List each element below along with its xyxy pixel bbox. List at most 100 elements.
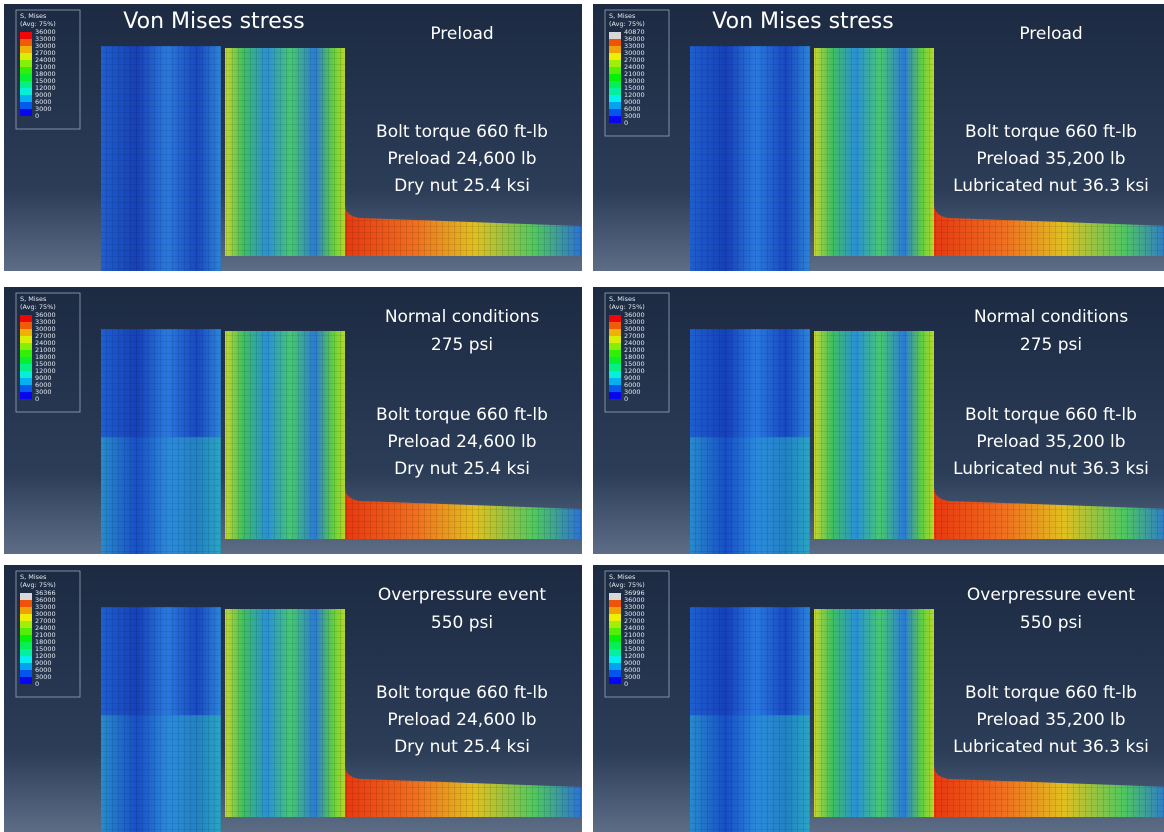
note: Bolt torque 660 ft-lb	[376, 122, 548, 142]
legend-swatch	[20, 95, 32, 102]
legend-swatch	[609, 32, 621, 39]
legend-swatch	[20, 81, 32, 88]
legend-swatch	[20, 343, 32, 350]
note: Dry nut 25.4 ksi	[394, 459, 530, 479]
flange-mesh	[814, 331, 934, 539]
legend-swatch	[609, 364, 621, 371]
bolt-mesh	[101, 607, 221, 832]
note: Dry nut 25.4 ksi	[394, 176, 530, 196]
legend-value: 0	[624, 395, 628, 403]
legend-swatch	[609, 95, 621, 102]
legend-sublabel: (Avg: 75%)	[609, 303, 645, 311]
legend-swatch	[609, 343, 621, 350]
legend-swatch	[609, 378, 621, 385]
legend-swatch	[20, 32, 32, 39]
result-panel: S, Mises(Avg: 75%)3600033000300002700024…	[593, 287, 1164, 554]
legend-swatch	[609, 607, 621, 614]
bolt-mesh	[690, 46, 810, 271]
legend-swatch	[20, 102, 32, 109]
heading: Overpressure event	[967, 585, 1135, 605]
legend-swatch	[609, 116, 621, 123]
legend-swatch	[20, 88, 32, 95]
legend-swatch	[609, 677, 621, 684]
note: Lubricated nut 36.3 ksi	[953, 459, 1149, 479]
note: Preload 24,600 lb	[387, 149, 536, 169]
legend-swatch	[609, 322, 621, 329]
note: Preload 24,600 lb	[387, 710, 536, 730]
legend-swatch	[609, 60, 621, 67]
legend-swatch	[609, 88, 621, 95]
flange-mesh	[814, 48, 934, 256]
legend-swatch	[20, 656, 32, 663]
title: Von Mises stress	[123, 9, 304, 34]
heading: 550 psi	[1020, 613, 1082, 633]
legend-value: 0	[35, 112, 39, 120]
legend-swatch	[20, 378, 32, 385]
legend-swatch	[609, 336, 621, 343]
flange-mesh	[225, 609, 345, 817]
flange-mesh	[814, 609, 934, 817]
legend-swatch	[609, 621, 621, 628]
legend-swatch	[20, 677, 32, 684]
legend-sublabel: (Avg: 75%)	[20, 20, 56, 28]
legend-swatch	[20, 364, 32, 371]
legend-swatch	[609, 53, 621, 60]
heading: Normal conditions	[974, 307, 1129, 327]
legend-swatch	[20, 621, 32, 628]
legend-swatch	[609, 81, 621, 88]
legend-swatch	[609, 74, 621, 81]
legend-sublabel: (Avg: 75%)	[20, 303, 56, 311]
legend-swatch	[609, 39, 621, 46]
heading: Overpressure event	[378, 585, 546, 605]
legend-swatch	[609, 649, 621, 656]
legend-swatch	[609, 614, 621, 621]
flange-mesh	[225, 48, 345, 256]
legend-swatch	[609, 385, 621, 392]
legend-swatch	[20, 109, 32, 116]
legend-swatch	[609, 102, 621, 109]
heading: Normal conditions	[385, 307, 540, 327]
result-panel: S, Mises(Avg: 75%)3636636000330003000027…	[4, 565, 582, 832]
legend-swatch	[609, 600, 621, 607]
legend-label: S, Mises	[609, 295, 636, 303]
legend-swatch	[20, 593, 32, 600]
bolt-mesh	[690, 607, 810, 832]
legend-swatch	[20, 670, 32, 677]
title: Von Mises stress	[712, 9, 893, 34]
legend-swatch	[20, 53, 32, 60]
legend-swatch	[20, 663, 32, 670]
legend-label: S, Mises	[20, 295, 47, 303]
note: Preload 24,600 lb	[387, 432, 536, 452]
legend-swatch	[20, 46, 32, 53]
legend-swatch	[609, 628, 621, 635]
heading: 275 psi	[431, 335, 493, 355]
legend-swatch	[20, 329, 32, 336]
legend-swatch	[609, 109, 621, 116]
note: Dry nut 25.4 ksi	[394, 737, 530, 757]
result-panel: S, Mises(Avg: 75%)4087036000330003000027…	[593, 4, 1164, 271]
heading: Preload	[430, 24, 493, 44]
legend-value: 0	[624, 119, 628, 127]
bolt-mesh	[690, 329, 810, 554]
legend-swatch	[20, 628, 32, 635]
note: Bolt torque 660 ft-lb	[965, 405, 1137, 425]
legend-swatch	[20, 614, 32, 621]
bolt-mesh	[101, 46, 221, 271]
legend-value: 0	[35, 680, 39, 688]
legend-swatch	[20, 350, 32, 357]
legend-swatch	[20, 74, 32, 81]
legend-swatch	[609, 593, 621, 600]
legend-sublabel: (Avg: 75%)	[609, 20, 645, 28]
legend-sublabel: (Avg: 75%)	[609, 581, 645, 589]
legend-swatch	[20, 67, 32, 74]
legend-swatch	[609, 635, 621, 642]
result-panel: S, Mises(Avg: 75%)3600033000300002700024…	[4, 4, 582, 271]
legend-swatch	[609, 670, 621, 677]
legend-swatch	[609, 371, 621, 378]
flange-mesh	[225, 331, 345, 539]
legend-swatch	[609, 67, 621, 74]
note: Preload 35,200 lb	[976, 710, 1125, 730]
figure: S, Mises(Avg: 75%)3600033000300002700024…	[0, 0, 1164, 832]
legend-label: S, Mises	[20, 12, 47, 20]
note: Preload 35,200 lb	[976, 432, 1125, 452]
